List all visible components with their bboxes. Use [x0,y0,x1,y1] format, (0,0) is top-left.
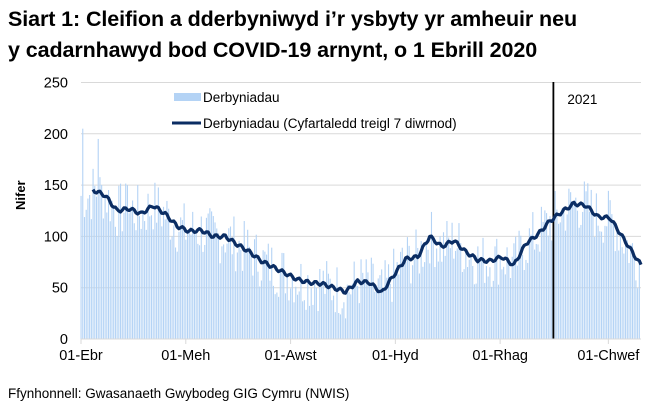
y-tick-label: 200 [44,127,68,143]
y-tick-label: 150 [44,178,68,194]
source-note: Ffynhonnell: Gwasanaeth Gwybodeg GIG Cym… [8,386,350,401]
x-tick-label: 01-Hyd [372,348,419,364]
x-tick-label: 01-Ebr [59,348,103,364]
y-tick-label: 100 [44,229,68,245]
chart-title-line-1: Siart 1: Cleifion a dderbyniwyd i’r ysby… [8,7,577,31]
x-tick-label: 01-Meh [161,348,210,364]
chart-title-line-2: y cadarnhawyd bod COVID-19 arnynt, o 1 E… [8,38,538,62]
annotation-2021: 2021 [567,92,597,107]
x-tick-label: 01-Rhag [472,348,528,364]
x-axis: 01-Ebr 01-Meh 01-Awst 01-Hyd 01-Rhag 01-Chwef [59,338,641,364]
rolling-average-line [91,188,643,295]
legend-item-line: Derbyniadau (Cyfartaledd treigl 7 diwrno… [203,116,457,131]
y-axis-label: Nifer [13,180,28,210]
year-marker-2021: 2021 [552,82,597,339]
y-tick-label: 250 [44,76,68,92]
legend-item-bars: Derbyniadau [203,90,280,105]
x-tick-label: 01-Chwef [577,348,640,364]
x-tick-label: 01-Awst [265,348,317,364]
chart-title: Siart 1: Cleifion a dderbyniwyd i’r ysby… [8,4,577,66]
legend: Derbyniadau Derbyniadau (Cyfartaledd trei… [172,90,457,131]
y-tick-label: 50 [52,281,68,297]
daily-admissions-bars [80,128,640,339]
y-tick-label: 0 [60,332,68,348]
y-axis-ticks: 0 50 100 150 200 250 [44,76,68,349]
